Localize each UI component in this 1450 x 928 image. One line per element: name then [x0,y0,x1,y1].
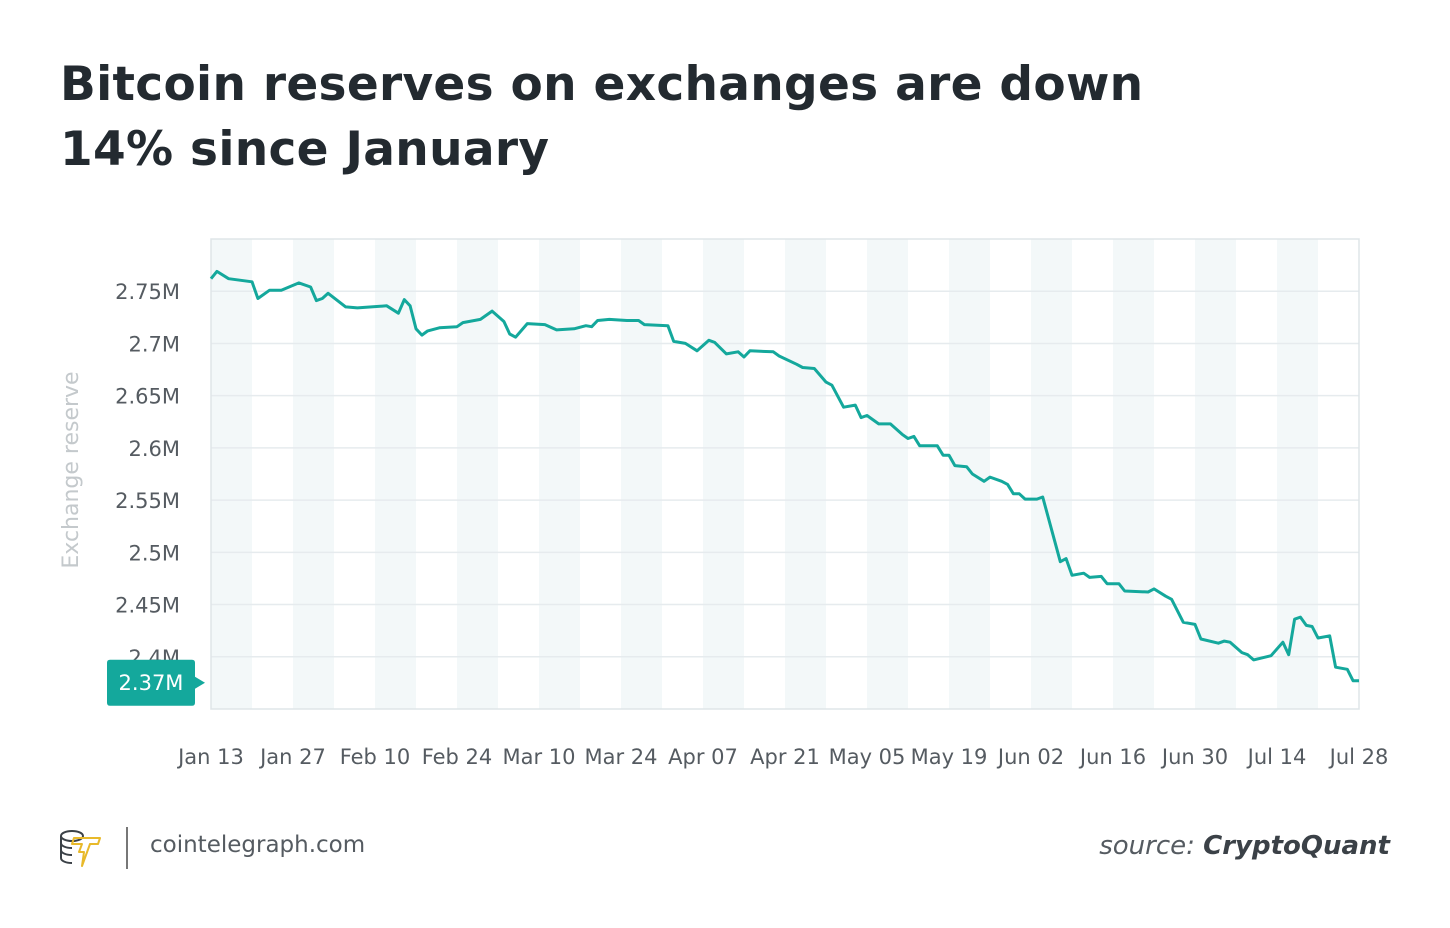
x-tick-label: May 05 [829,745,906,769]
x-tick-label: Jul 28 [1328,745,1389,769]
series-line [209,269,1359,683]
chart-title: Bitcoin reserves on exchanges are down 1… [60,57,1144,177]
x-tick-label: Apr 21 [750,745,820,769]
x-tick-label: Jun 02 [996,745,1064,769]
tooltip-background [107,659,205,706]
x-tick-label: May 19 [911,745,988,769]
week-band [949,239,990,709]
y-tick-label: 2.7M [128,332,180,356]
x-tick-label: Mar 10 [502,745,575,769]
y-tick-label: 2.75M [115,280,180,304]
week-band [1113,239,1154,709]
week-band [1277,239,1318,709]
week-band [785,239,826,709]
week-band [211,239,252,709]
y-axis-label: Exchange reserve [59,371,84,568]
gridlines [211,290,1359,658]
x-tick-label: Jan 13 [176,745,244,769]
x-tick-label: Jun 30 [1160,745,1228,769]
plot-frame [210,238,1360,710]
y-tick-label: 2.65M [115,385,180,409]
y-tick-label: 2.55M [115,489,180,513]
week-band [703,239,744,709]
footer-divider [126,827,128,869]
x-tick-label: Jul 14 [1246,745,1307,769]
week-band [293,239,334,709]
y-tick-label: 2.45M [115,594,180,618]
x-tick-label: Apr 07 [668,745,738,769]
x-tick-label: Jan 27 [258,745,326,769]
x-tick-label: Feb 24 [422,745,493,769]
cointelegraph-logo [60,830,101,867]
week-band [457,239,498,709]
source-label: source: [1099,831,1195,861]
x-tick-label: Feb 10 [340,745,411,769]
x-tick-label: Jun 16 [1078,745,1146,769]
week-band [1031,239,1072,709]
y-tick-label: 2.5M [128,541,180,565]
week-band [375,239,416,709]
source-name: CryptoQuant [1203,831,1390,861]
last-value-tooltip: 2.37M [107,659,205,706]
tooltip-value: 2.37M [119,671,184,695]
x-tick-labels: Jan 13 Jan 27 Feb 10 Feb 24 Mar 10 Mar 24 Apr … [176,745,1388,769]
source-credit: source: CryptoQuant [1099,831,1390,861]
site-name: cointelegraph.com [150,832,366,858]
week-band [867,239,908,709]
week-bands [211,239,1318,709]
y-tick-label: 2.6M [128,437,180,461]
week-band [621,239,662,709]
x-tick-label: Mar 24 [584,745,657,769]
week-band [539,239,580,709]
week-band [1195,239,1236,709]
